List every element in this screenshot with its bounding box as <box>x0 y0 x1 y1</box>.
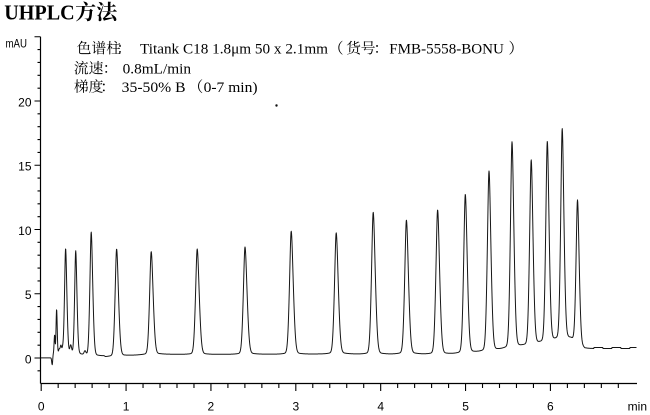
svg-text:20: 20 <box>18 95 32 109</box>
svg-text:0-7 min): 0-7 min) <box>204 80 258 96</box>
svg-text:2: 2 <box>208 400 215 414</box>
svg-text:6: 6 <box>547 400 554 414</box>
svg-text:4: 4 <box>377 400 384 414</box>
svg-text:5: 5 <box>25 288 32 302</box>
svg-text:5: 5 <box>462 400 469 414</box>
svg-text:10: 10 <box>18 224 32 238</box>
svg-text:Titank C18 1.8μm 50 x 2.1mm: Titank C18 1.8μm 50 x 2.1mm <box>140 41 328 57</box>
svg-text:mAU: mAU <box>6 37 28 51</box>
svg-text:1: 1 <box>123 400 130 414</box>
svg-text:FMB-5558-BONU: FMB-5558-BONU <box>389 41 504 57</box>
svg-text:15: 15 <box>18 160 32 174</box>
svg-text:min: min <box>628 399 647 413</box>
svg-text:0: 0 <box>38 400 45 414</box>
svg-text:35-50% B: 35-50% B <box>122 80 186 96</box>
svg-text:0.8mL/min: 0.8mL/min <box>123 61 192 77</box>
svg-text:3: 3 <box>292 400 299 414</box>
svg-text:0: 0 <box>25 352 32 366</box>
svg-text:UHPLC: UHPLC <box>4 0 75 24</box>
